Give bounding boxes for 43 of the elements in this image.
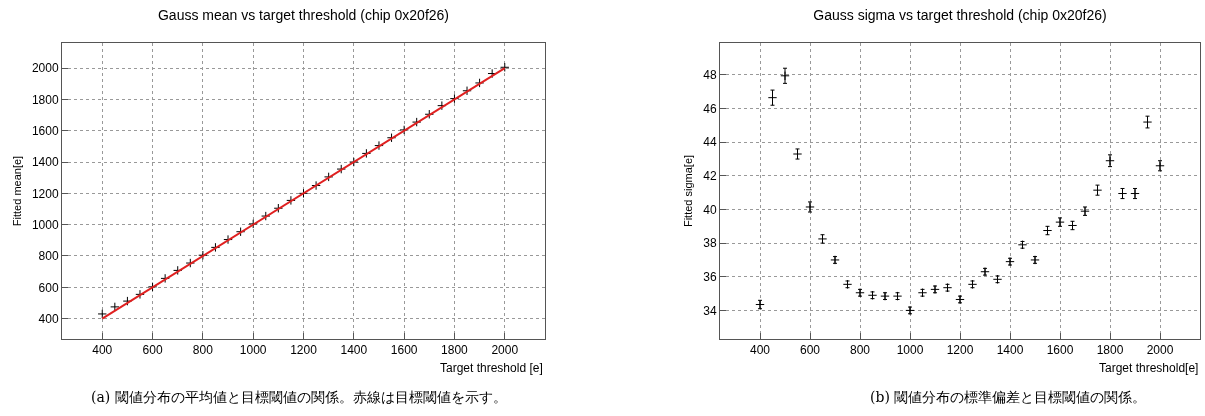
y-axis-title: Fitted sigma[e] [681,154,694,228]
x-tick-label: 2000 [491,343,519,358]
x-tick-label: 800 [192,343,214,358]
y-tick-label: 46 [703,101,717,116]
y-tick-label: 36 [703,269,717,284]
y-axis-title: Fitted mean[e] [10,155,23,227]
x-tick-label: 1600 [1046,343,1074,358]
x-tick-label: 1200 [946,343,974,358]
x-tick-label: 1000 [896,343,924,358]
y-tick-label: 1600 [31,123,59,138]
y-tick-label: 34 [703,303,717,318]
x-tick-label: 1600 [390,343,418,358]
x-tick-label: 800 [849,343,871,358]
x-axis-title: Target threshold[e] [1099,361,1199,375]
x-axis-title: Target threshold [e] [440,361,543,375]
y-tick-label: 42 [703,169,717,184]
text: (a) 閾値分布の平均値と目標閾値の関係。赤線は目標閾値を示す。 [91,389,507,405]
y-tick-label: 1400 [31,155,59,170]
y-tick-label: 800 [38,249,59,264]
x-tick-label: 2000 [1146,343,1174,358]
x-tick-label: 1800 [441,343,469,358]
x-tick-label: 1400 [340,343,368,358]
x-tick-label: 600 [142,343,163,358]
y-tick-label: 1800 [31,92,59,107]
y-tick-label: 40 [703,202,717,217]
chart-title: Gauss sigma vs target threshold (chip 0x20f26) [813,7,1107,24]
y-tick-label: 48 [703,68,717,83]
x-tick-label: 400 [92,343,113,358]
text: (b) 閾値分布の標準偏差と目標閾値の関係。 [870,389,1147,405]
x-tick-label: 1200 [290,343,318,358]
x-tick-label: 1800 [1096,343,1124,358]
y-tick-label: 600 [38,280,59,295]
y-tick-label: 1200 [31,186,59,201]
y-tick-label: 400 [38,311,59,326]
y-tick-label: 38 [703,236,717,251]
y-tick-label: 2000 [31,61,59,76]
y-tick-label: 1000 [31,217,59,232]
y-tick-label: 44 [703,135,717,150]
x-tick-label: 1400 [996,343,1024,358]
x-tick-label: 600 [799,343,821,358]
chart-title: Gauss mean vs target threshold (chip 0x20f26) [157,7,450,24]
x-tick-label: 1000 [239,343,267,358]
x-tick-label: 400 [749,343,771,358]
